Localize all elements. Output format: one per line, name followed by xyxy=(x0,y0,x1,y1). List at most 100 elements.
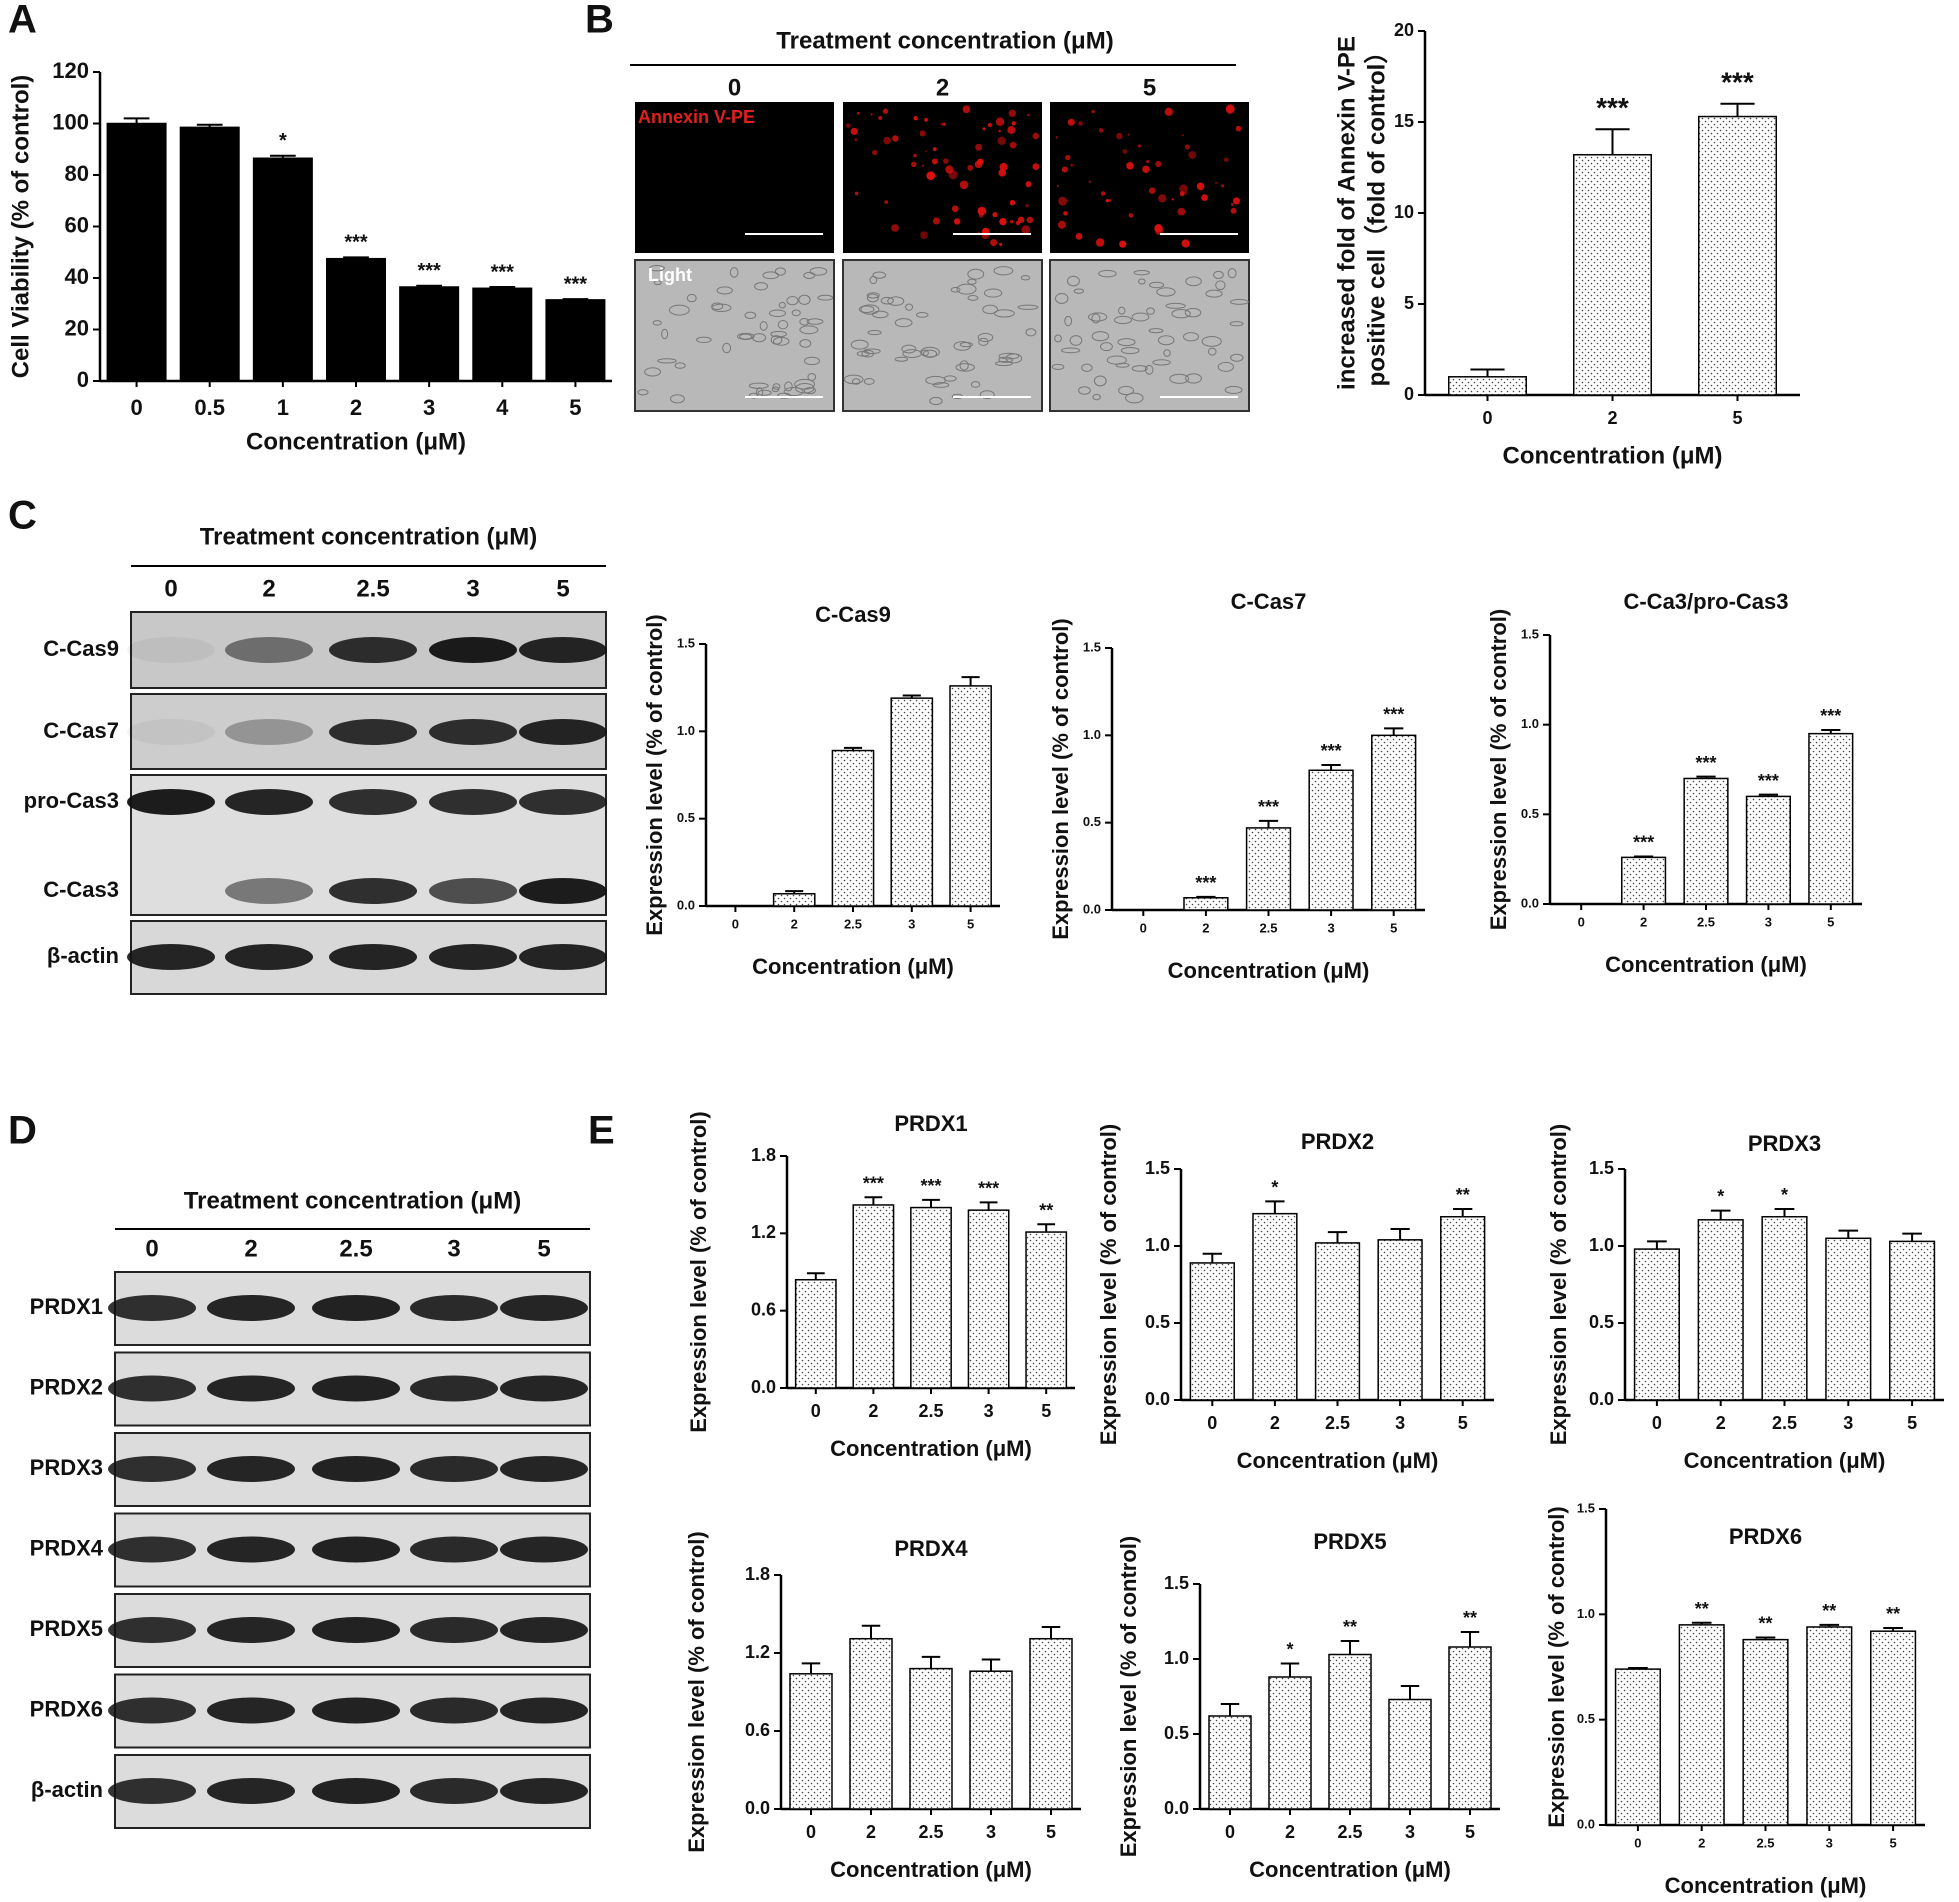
cell-spot xyxy=(1154,224,1163,233)
error-bar xyxy=(1340,1640,1360,1655)
band xyxy=(127,637,215,663)
x-tick-label: 2.5 xyxy=(918,1401,943,1421)
cell-spot xyxy=(1078,121,1084,126)
error-bar xyxy=(416,284,443,288)
y-tick-label: 20 xyxy=(65,315,89,340)
cell xyxy=(770,330,787,338)
band xyxy=(410,1295,498,1321)
cell xyxy=(1156,287,1176,297)
cell xyxy=(1215,280,1226,291)
cell xyxy=(1138,278,1146,285)
cell-spot xyxy=(854,191,859,196)
bar xyxy=(909,1667,953,1810)
cell xyxy=(1146,307,1155,315)
cell xyxy=(851,378,861,385)
column-label: 0 xyxy=(164,575,177,602)
error-bar xyxy=(1595,128,1630,155)
significance: ** xyxy=(1695,1599,1709,1619)
error-bar xyxy=(1819,1623,1840,1627)
cell-spot xyxy=(891,224,899,232)
error-bar xyxy=(196,123,223,128)
band xyxy=(108,1375,196,1402)
bar xyxy=(1678,1624,1725,1826)
error-bar xyxy=(979,1201,998,1211)
cell-spot xyxy=(878,116,883,120)
significance: ** xyxy=(1456,1185,1470,1205)
x-tick-label: 2.5 xyxy=(1337,1822,1362,1842)
significance: ** xyxy=(1758,1614,1772,1634)
bar xyxy=(545,299,606,382)
x-tick-label: 0 xyxy=(1207,1413,1217,1433)
x-tick-label: 2.5 xyxy=(1259,920,1277,935)
cell-spot xyxy=(1184,144,1191,150)
cell xyxy=(1025,328,1037,337)
x-tick-label: 3 xyxy=(984,1401,994,1421)
band xyxy=(519,789,607,815)
cell-spot xyxy=(967,164,974,171)
row-label: C-Cas3 xyxy=(43,877,119,902)
band xyxy=(410,1697,498,1724)
cell-spot xyxy=(987,122,993,128)
cell xyxy=(1152,359,1171,366)
band xyxy=(410,1778,498,1804)
x-tick-label: 2 xyxy=(1607,408,1617,428)
x-tick-label: 0 xyxy=(1652,1413,1662,1433)
cell xyxy=(1091,313,1101,324)
y-tick-label: 1.0 xyxy=(1589,1235,1614,1255)
bar xyxy=(772,893,816,907)
row-label: PRDX3 xyxy=(30,1455,103,1480)
significance: *** xyxy=(1383,704,1404,724)
column-label: 0 xyxy=(145,1235,158,1262)
bar xyxy=(1208,1715,1252,1810)
cell xyxy=(649,265,665,272)
band xyxy=(500,1536,588,1563)
cell-spot xyxy=(945,165,954,174)
x-tick-label: 2.5 xyxy=(918,1822,943,1842)
bar xyxy=(849,1637,893,1810)
y-tick-label: 120 xyxy=(52,58,89,83)
x-tick-label: 2 xyxy=(1698,1835,1705,1850)
cell-spot xyxy=(978,213,983,218)
cell xyxy=(757,389,772,396)
error-bar xyxy=(1691,1621,1712,1625)
x-axis-label: Concentration (μM) xyxy=(1503,442,1723,469)
row-label: β-actin xyxy=(47,943,119,968)
cell xyxy=(1017,304,1039,310)
cell xyxy=(799,325,819,335)
cell xyxy=(979,390,995,400)
fluorescence-image xyxy=(635,102,834,253)
error-bar xyxy=(864,1196,883,1205)
cell xyxy=(1133,269,1150,276)
band xyxy=(312,1456,400,1482)
cell xyxy=(794,378,816,390)
cell-spot xyxy=(1009,199,1016,206)
cell xyxy=(905,303,914,311)
cell-spot xyxy=(1027,113,1030,117)
row-label: PRDX5 xyxy=(30,1616,103,1641)
cell-spot xyxy=(857,111,860,115)
cell-spot xyxy=(1158,194,1167,203)
cell-spot xyxy=(1105,199,1109,203)
y-tick-label: 0.0 xyxy=(1164,1798,1189,1818)
x-tick-label: 5 xyxy=(1827,914,1834,929)
bar xyxy=(1268,1676,1312,1810)
cell-spot xyxy=(870,113,873,116)
band xyxy=(207,1295,295,1321)
y-tick-label: 1.5 xyxy=(677,635,695,650)
x-tick-label: 5 xyxy=(1390,920,1397,935)
error-bar xyxy=(1196,895,1216,898)
significance: *** xyxy=(344,232,368,254)
y-tick-label: 0.5 xyxy=(1145,1312,1170,1332)
significance: * xyxy=(1781,1185,1788,1205)
cell-spot xyxy=(1026,216,1034,224)
x-tick-label: 5 xyxy=(1465,1822,1475,1842)
cell xyxy=(932,382,950,388)
cell xyxy=(994,361,1013,367)
bar xyxy=(1825,1237,1872,1401)
y-tick-label: 1.5 xyxy=(1521,626,1539,641)
cell xyxy=(858,305,875,314)
cell-spot xyxy=(1122,149,1128,154)
cell-spot xyxy=(1058,196,1068,206)
band xyxy=(410,1536,498,1563)
cell-spot xyxy=(1116,132,1123,140)
